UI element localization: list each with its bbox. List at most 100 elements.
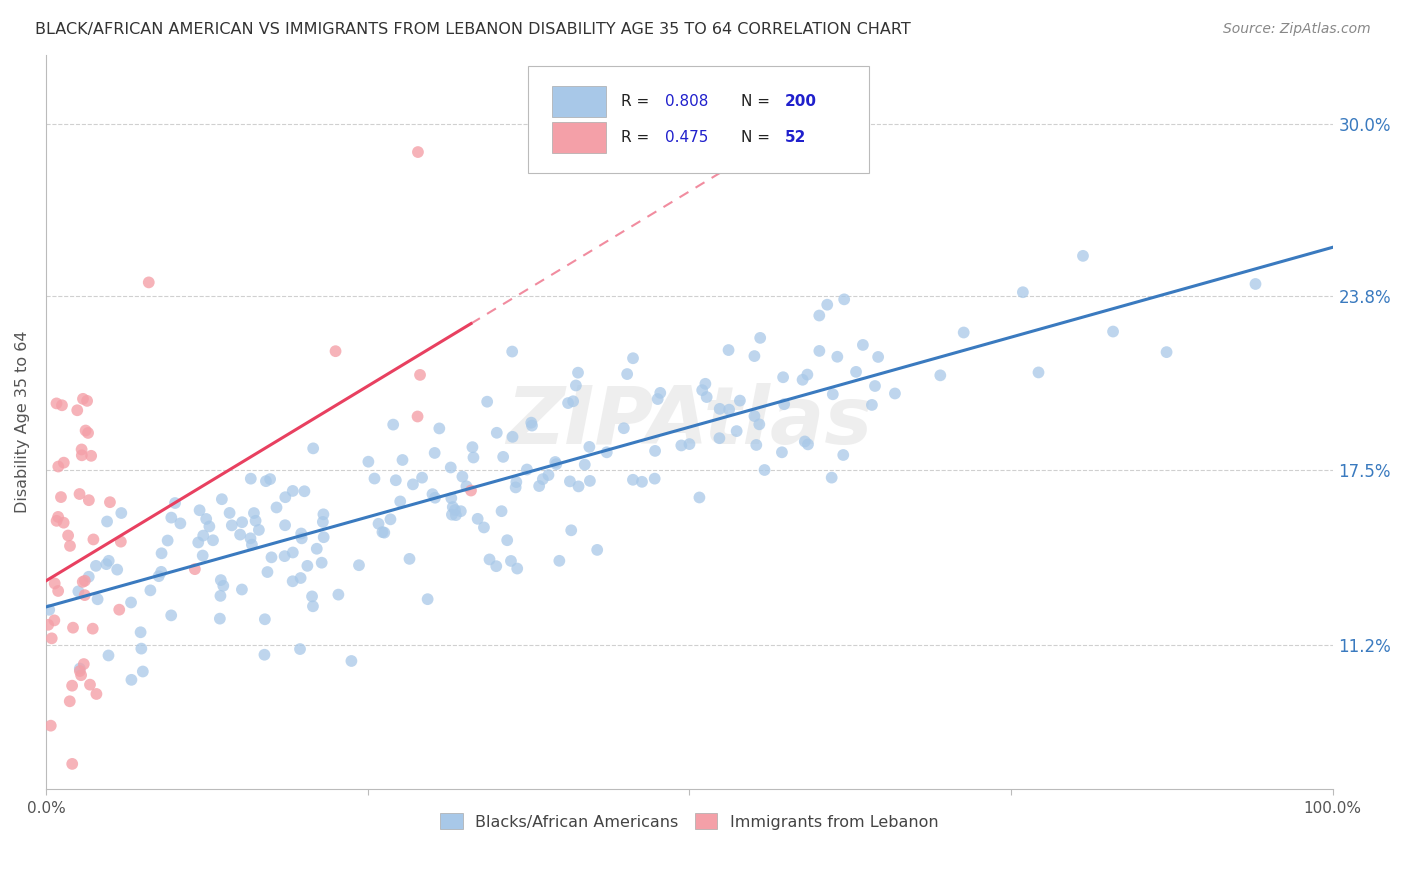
Point — [340, 654, 363, 668]
Point — [485, 425, 508, 440]
Point — [77, 570, 100, 584]
Point — [274, 518, 297, 533]
Point — [690, 383, 713, 397]
Point — [163, 496, 186, 510]
Point — [502, 430, 524, 444]
Point — [56, 837, 79, 851]
Point — [440, 491, 463, 505]
Point — [73, 574, 96, 588]
Point — [451, 469, 474, 483]
Point — [852, 338, 875, 352]
Point — [138, 276, 160, 290]
Point — [463, 450, 485, 465]
Point — [815, 298, 838, 312]
Point — [150, 565, 173, 579]
Point — [537, 468, 560, 483]
Point — [209, 573, 232, 587]
Point — [863, 379, 886, 393]
Point — [709, 431, 731, 445]
Point — [558, 475, 581, 489]
Point — [218, 506, 240, 520]
Point — [491, 504, 513, 518]
Point — [201, 533, 224, 548]
Point — [631, 475, 654, 489]
Point — [209, 589, 232, 603]
Point — [49, 804, 72, 818]
Point — [52, 456, 75, 470]
Point — [77, 493, 100, 508]
Point — [72, 574, 94, 589]
Point — [132, 665, 155, 679]
Point — [472, 520, 495, 534]
Point — [1156, 345, 1178, 359]
Point — [231, 515, 253, 529]
Point — [821, 470, 844, 484]
Point — [832, 448, 855, 462]
Point — [191, 549, 214, 563]
Point — [450, 504, 472, 518]
Point — [725, 424, 748, 438]
Point — [560, 524, 582, 538]
Point — [325, 344, 347, 359]
Point — [808, 309, 831, 323]
Point — [253, 612, 276, 626]
Point — [160, 608, 183, 623]
Point — [644, 472, 666, 486]
Point — [596, 445, 619, 459]
Point — [59, 539, 82, 553]
Point — [456, 479, 478, 493]
Point — [499, 554, 522, 568]
Point — [290, 526, 312, 541]
FancyBboxPatch shape — [551, 122, 606, 153]
Point — [745, 438, 768, 452]
Text: R =: R = — [621, 130, 654, 145]
Point — [406, 409, 429, 424]
Point — [288, 642, 311, 657]
Point — [80, 449, 103, 463]
Point — [148, 569, 170, 583]
Point — [75, 424, 97, 438]
Point — [243, 506, 266, 520]
Point — [797, 437, 820, 451]
Point — [247, 523, 270, 537]
Point — [650, 385, 672, 400]
Point — [440, 508, 463, 522]
Point — [82, 622, 104, 636]
Point — [586, 542, 609, 557]
Point — [718, 402, 741, 417]
Point — [131, 641, 153, 656]
Point — [86, 687, 108, 701]
Point — [51, 398, 73, 412]
Point — [69, 662, 91, 676]
Point — [772, 370, 794, 384]
Point — [39, 719, 62, 733]
Point — [260, 550, 283, 565]
Text: 52: 52 — [785, 130, 806, 145]
Point — [52, 516, 75, 530]
Point — [460, 483, 482, 498]
Point — [302, 599, 325, 614]
Point — [274, 490, 297, 504]
Point — [97, 554, 120, 568]
Point — [427, 421, 450, 435]
Point — [72, 392, 94, 406]
Point — [717, 343, 740, 357]
Point — [357, 455, 380, 469]
Text: 0.808: 0.808 — [665, 94, 709, 109]
Point — [796, 368, 818, 382]
Point — [211, 492, 233, 507]
Point — [76, 393, 98, 408]
Point — [73, 588, 96, 602]
Point — [696, 390, 718, 404]
Point — [423, 491, 446, 505]
Point — [56, 528, 79, 542]
Point — [621, 351, 644, 366]
Point — [578, 440, 600, 454]
Point — [678, 437, 700, 451]
Point — [423, 446, 446, 460]
Point — [567, 366, 589, 380]
Point — [266, 500, 288, 515]
Point — [96, 515, 118, 529]
Point — [312, 515, 335, 529]
Point — [44, 613, 66, 627]
